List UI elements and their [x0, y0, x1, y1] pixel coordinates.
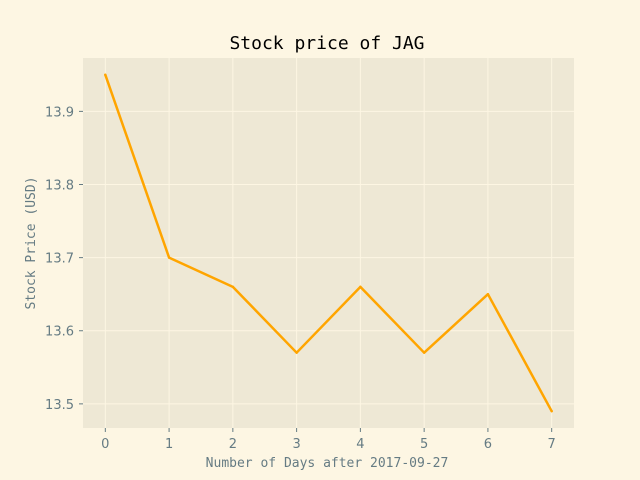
x-tick-label: 5	[420, 437, 428, 452]
data-point	[104, 73, 107, 77]
x-tick-label: 6	[484, 437, 492, 452]
y-gridlines	[83, 110, 574, 405]
x-tick-label: 1	[165, 437, 173, 452]
x-tick-label: 4	[356, 437, 364, 452]
x-tick-marks	[104, 428, 553, 432]
x-tick-label: 0	[101, 437, 109, 452]
y-axis-label: Stock Price (USD)	[24, 176, 39, 309]
x-axis-label: Number of Days after 2017-09-27	[206, 456, 449, 471]
data-point	[167, 256, 171, 259]
x-tick-label: 2	[229, 437, 237, 452]
y-tick-label: 13.5	[45, 398, 74, 413]
y-tick-labels: 13.5 13.6 13.7 13.8 13.9	[45, 105, 74, 412]
y-tick-label: 13.9	[45, 105, 74, 120]
series-group	[104, 73, 553, 413]
series-line	[104, 73, 553, 413]
chart-title: Stock price of JAG	[229, 33, 424, 54]
y-tick-marks	[79, 110, 83, 405]
data-point	[295, 351, 298, 354]
y-tick-label: 13.8	[45, 179, 74, 194]
data-point	[231, 285, 235, 289]
plot-area	[83, 58, 574, 428]
x-tick-label: 7	[548, 437, 556, 452]
x-gridlines	[104, 58, 553, 428]
y-tick-label: 13.7	[45, 252, 74, 267]
x-tick-labels: 0 1 2 3 4 5 6 7	[101, 437, 556, 452]
data-point	[486, 292, 490, 296]
y-tick-label: 13.6	[45, 325, 74, 340]
data-point	[550, 409, 553, 413]
x-tick-label: 3	[292, 437, 300, 452]
data-point	[359, 285, 362, 289]
data-point	[422, 351, 426, 354]
